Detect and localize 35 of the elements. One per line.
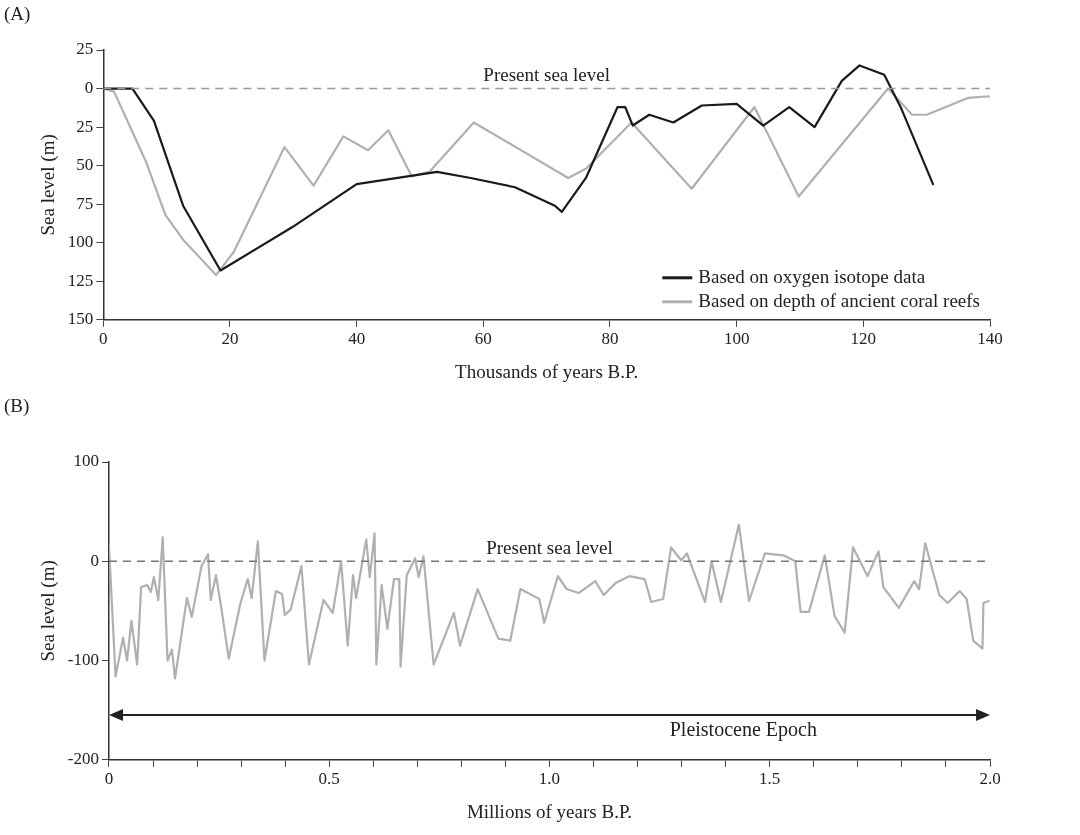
- y-tick-label: 150: [67, 309, 94, 329]
- legend-label: Based on depth of ancient coral reefs: [698, 289, 980, 311]
- x-tick-label: 0: [104, 769, 114, 789]
- annotation: Pleistocene Epoch: [669, 718, 817, 742]
- x-tick-label: 140: [977, 329, 1003, 349]
- ref-line-label: Present sea level: [483, 64, 610, 86]
- x-tick-label: 2.0: [979, 769, 1001, 789]
- x-tick-label: 80: [601, 329, 619, 349]
- x-tick-label: 60: [474, 329, 492, 349]
- x-tick-label: 100: [723, 329, 750, 349]
- text: (A): [4, 3, 31, 26]
- legend-label: Based on oxygen isotope data: [698, 265, 926, 287]
- y-tick-label: 0: [84, 78, 94, 98]
- x-tick-label: 40: [348, 329, 366, 349]
- y-tick-label: 100: [67, 232, 94, 252]
- x-axis-title: Thousands of years B.P.: [455, 360, 639, 382]
- x-tick-label: 1.0: [538, 769, 561, 789]
- x-tick-label: 1.5: [759, 769, 781, 789]
- y-tick-label: 75: [76, 193, 94, 213]
- x-axis-title: Millions of years B.P.: [466, 800, 633, 822]
- y-tick-label: -100: [67, 650, 99, 669]
- y-tick-label: 25: [76, 39, 94, 59]
- y-axis-title: Sea level (m): [37, 560, 60, 662]
- text: (B): [4, 395, 30, 418]
- y-axis-title: Sea level (m): [37, 134, 60, 236]
- y-tick-label: 100: [73, 451, 99, 471]
- x-tick-label: 20: [221, 329, 239, 349]
- ref-line-label: Present sea level: [486, 536, 613, 558]
- x-tick-label: 120: [850, 329, 877, 349]
- x-tick-label: 0.5: [318, 769, 340, 789]
- y-tick-label: 50: [76, 155, 94, 175]
- y-tick-label: -200: [67, 749, 99, 769]
- y-tick-label: 125: [67, 270, 94, 290]
- y-tick-label: 25: [76, 116, 94, 136]
- y-tick-label: 0: [90, 550, 99, 570]
